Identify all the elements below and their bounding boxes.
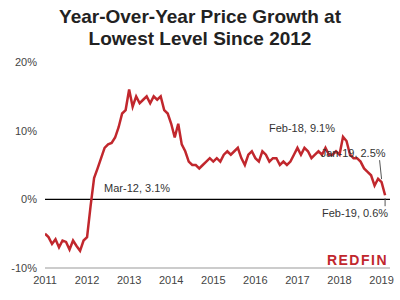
svg-text:2012: 2012 <box>75 274 99 286</box>
svg-text:Feb-18, 9.1%: Feb-18, 9.1% <box>269 122 335 134</box>
svg-text:2018: 2018 <box>327 274 351 286</box>
html-text:Year-Over-Year Price Growth at: Year-Over-Year Price Growth at Lowest Le… <box>59 6 341 49</box>
svg-text:10%: 10% <box>15 125 37 137</box>
svg-text:2019: 2019 <box>369 274 392 286</box>
html-text:REDFIN: REDFIN <box>326 252 388 268</box>
svg-text:20%: 20% <box>15 56 37 68</box>
svg-text:2011: 2011 <box>33 274 57 286</box>
svg-text:2016: 2016 <box>243 274 267 286</box>
svg-text:2015: 2015 <box>201 274 225 286</box>
svg-text:2013: 2013 <box>117 274 141 286</box>
svg-text:Feb-19, 0.6%: Feb-19, 0.6% <box>322 207 388 219</box>
svg-text:2017: 2017 <box>285 274 309 286</box>
svg-text:0%: 0% <box>21 193 37 205</box>
svg-text:2014: 2014 <box>159 274 183 286</box>
svg-text:-10%: -10% <box>11 262 37 274</box>
svg-text:Jan-19, 2.5%: Jan-19, 2.5% <box>321 147 386 159</box>
svg-text:Mar-12, 3.1%: Mar-12, 3.1% <box>104 182 170 194</box>
